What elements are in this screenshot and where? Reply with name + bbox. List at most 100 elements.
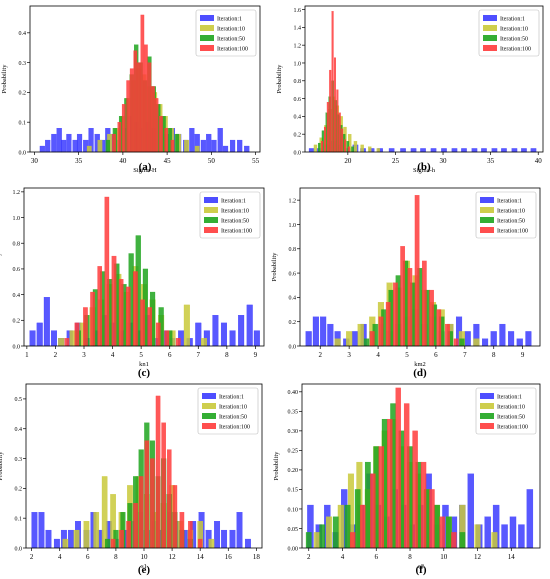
bar xyxy=(376,148,380,153)
y-tick-label: 0.0 xyxy=(294,150,302,156)
bar xyxy=(164,330,170,347)
bar xyxy=(129,68,134,153)
y-tick-label: 0.1 xyxy=(15,516,23,522)
bar xyxy=(453,338,459,347)
x-tick-label: 8 xyxy=(225,351,229,359)
x-axis-label: Sigma-h xyxy=(413,167,436,174)
legend-entry: Iteration:1 xyxy=(497,395,522,401)
legend-entry: Iteration:10 xyxy=(497,209,525,215)
series-4-bars xyxy=(349,387,457,549)
y-tick-label: 1.4 xyxy=(294,26,302,32)
bar xyxy=(104,196,110,347)
legend-entry: Iteration:50 xyxy=(497,415,525,421)
bar xyxy=(126,80,131,153)
bar xyxy=(246,304,253,347)
x-axis-label: km2 xyxy=(414,361,426,368)
y-tick-label: 0.0 xyxy=(15,546,23,552)
bar xyxy=(511,148,518,153)
bar xyxy=(39,145,45,153)
bar xyxy=(331,11,334,153)
x-tick-label: 35 xyxy=(75,157,83,165)
x-tick-label: 45 xyxy=(164,157,172,165)
bar xyxy=(244,538,251,549)
bar xyxy=(74,322,80,347)
x-tick-label: 10 xyxy=(440,553,448,561)
bar xyxy=(200,139,206,153)
legend-swatch xyxy=(200,45,214,51)
bar xyxy=(117,122,122,153)
bar xyxy=(66,133,72,153)
bar xyxy=(482,338,489,347)
y-tick-label: 0.8 xyxy=(294,79,302,85)
x-axis-label: s1 xyxy=(141,563,147,570)
bar xyxy=(364,461,371,549)
legend-swatch xyxy=(480,227,494,233)
chart-panel-3: 1 2 3 4 5 6 7 8 9 0.0 0.2 0.4 0.6 0.8 1.0 1.2 kn1 Probabi… xyxy=(0,187,265,379)
bar xyxy=(320,316,327,347)
x-tick-label: 8 xyxy=(114,553,118,561)
legend-entry: Iteration:100 xyxy=(221,229,252,235)
x-tick-label: 30 xyxy=(31,157,39,165)
legend-swatch xyxy=(480,393,494,399)
bar xyxy=(83,521,90,549)
legend-swatch xyxy=(480,403,494,409)
x-axis-label: Sigma-H xyxy=(133,167,157,174)
legend: Iteration:1 Iteration:10 Iteration:50 Itera… xyxy=(197,387,259,435)
bar xyxy=(445,323,450,347)
axes-frame xyxy=(301,383,541,549)
x-tick-label: 55 xyxy=(252,157,260,165)
bar xyxy=(321,141,324,153)
bar xyxy=(317,142,321,153)
bar xyxy=(516,338,523,347)
bar xyxy=(490,331,497,347)
bar xyxy=(53,538,60,549)
bar xyxy=(473,338,480,347)
y-tick-label: 0.4 xyxy=(289,296,297,302)
bar xyxy=(244,145,250,153)
bar xyxy=(459,532,466,549)
bar xyxy=(360,144,364,153)
bar xyxy=(197,538,203,549)
y-tick-label: 0.0 xyxy=(289,344,297,350)
x-tick-label: 20 xyxy=(344,157,352,165)
bar xyxy=(336,89,339,153)
y-axis-label: Probability xyxy=(0,451,4,481)
bar xyxy=(334,338,341,347)
bar xyxy=(61,139,67,153)
bar xyxy=(38,512,45,549)
y-tick-label: 0.4 xyxy=(19,31,27,37)
y-axis-label: Probability xyxy=(0,252,2,282)
bar xyxy=(314,532,321,549)
bar xyxy=(434,504,440,549)
legend-entry: Iteration:100 xyxy=(219,425,250,431)
x-tick-label: 18 xyxy=(253,553,261,561)
bar xyxy=(136,62,141,153)
bar xyxy=(125,286,131,347)
legend-box xyxy=(478,9,540,57)
legend-swatch xyxy=(202,403,216,409)
bar xyxy=(333,57,336,153)
legend-swatch xyxy=(204,217,218,223)
bar xyxy=(212,315,219,347)
bar xyxy=(378,316,384,347)
bar xyxy=(150,458,155,549)
axes-frame xyxy=(304,5,544,153)
bar xyxy=(525,331,532,347)
legend-box xyxy=(475,387,537,435)
legend-entry: Iteration:50 xyxy=(217,37,245,43)
legend-entry: Iteration:10 xyxy=(219,405,247,411)
y-tick-label: 1.0 xyxy=(294,61,302,67)
bar xyxy=(51,133,57,153)
y-tick-label: 1.6 xyxy=(294,8,302,14)
legend: Iteration:1 Iteration:10 Iteration:50 Itera… xyxy=(478,9,540,57)
bar xyxy=(439,516,445,549)
x-axis-label: a2 xyxy=(418,563,424,570)
legend-entry: Iteration:1 xyxy=(497,199,522,205)
bar xyxy=(474,524,481,549)
bar xyxy=(484,516,491,549)
legend-swatch xyxy=(202,413,216,419)
legend-swatch xyxy=(204,207,218,213)
bar xyxy=(354,489,361,549)
bar xyxy=(118,279,124,347)
